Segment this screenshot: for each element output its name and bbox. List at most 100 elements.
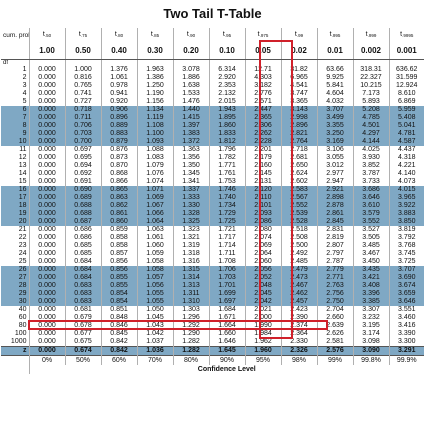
value-cell: 1.363 — [172, 146, 209, 154]
df-cell: 30 — [1, 298, 29, 306]
value-cell: 1.076 — [136, 170, 173, 178]
blank-cell — [100, 59, 137, 66]
t-level-subscript: .995 — [331, 33, 341, 38]
value-cell: 2.015 — [208, 98, 245, 106]
value-cell: 0.842 — [100, 338, 137, 347]
df-cell: 14 — [18, 170, 27, 177]
value-cell: 0.848 — [100, 314, 137, 322]
value-cell: 2.374 — [280, 322, 317, 330]
value-cell: 3.106 — [316, 146, 353, 154]
df-label: df — [3, 60, 9, 66]
value-cell: 1.943 — [208, 106, 245, 114]
confidence-cell: 60% — [100, 355, 137, 365]
value-cell: 3.552 — [352, 218, 389, 226]
value-cell: 3.300 — [388, 338, 424, 347]
value-cell: 2.056 — [244, 266, 281, 274]
value-cell: 0.000 — [28, 282, 65, 290]
value-cell: 3.850 — [388, 218, 424, 226]
value-cell: 3.385 — [352, 298, 389, 306]
value-cell: 3.365 — [280, 98, 317, 106]
value-cell: 2.861 — [316, 210, 353, 218]
table-row: 29 0.000 0.683 0.854 1.055 1.311 1.699 2.045 2.4… — [1, 290, 424, 298]
value-cell: 3.250 — [316, 130, 353, 138]
value-cell: 1.415 — [172, 114, 209, 122]
value-cell: 3.646 — [352, 194, 389, 202]
value-cell: 2.581 — [316, 338, 353, 347]
value-cell: 3.505 — [352, 234, 389, 242]
value-cell: 3.674 — [388, 282, 424, 290]
value-cell: 6.314 — [208, 66, 245, 74]
t-level-cell: t.75 — [64, 28, 101, 42]
df-cell: 21 — [18, 226, 27, 233]
value-cell: 63.66 — [316, 66, 353, 74]
t-level-subscript: .75 — [80, 33, 88, 38]
value-cell: 0.000 — [28, 330, 65, 338]
value-cell: 1.701 — [208, 282, 245, 290]
value-cell: 4.144 — [352, 138, 389, 146]
value-cell: 0.718 — [64, 106, 101, 114]
df-cell: 60 — [18, 314, 27, 321]
value-cell: 2.947 — [316, 178, 353, 186]
value-cell: 0.846 — [100, 322, 137, 330]
confidence-cell: 0% — [28, 355, 65, 365]
cum-prob-label: cum. prob — [3, 31, 29, 39]
t-level-subscript: .975 — [259, 33, 269, 38]
value-cell: 1.315 — [172, 266, 209, 274]
value-cell: 0.000 — [28, 298, 65, 306]
value-cell: 1.190 — [136, 90, 173, 98]
t-symbol: t — [114, 31, 117, 38]
value-cell: 318.31 — [352, 66, 389, 74]
df-label-row: df — [1, 59, 424, 66]
value-cell: 1.061 — [136, 234, 173, 242]
value-cell: 3.055 — [316, 154, 353, 162]
df-cell: 11 — [19, 146, 27, 153]
value-cell: 1.990 — [244, 322, 281, 330]
z-value-cell: 1.036 — [136, 346, 173, 356]
value-cell: 1.079 — [136, 162, 173, 170]
t-level-subscript: .80 — [116, 33, 124, 38]
value-cell: 0.703 — [64, 130, 101, 138]
value-cell: 0.685 — [64, 242, 101, 250]
value-cell: 3.195 — [352, 322, 389, 330]
value-cell: 1.697 — [208, 298, 245, 306]
value-cell: 3.965 — [388, 194, 424, 202]
value-cell: 0.858 — [100, 234, 137, 242]
blank-cell — [136, 59, 173, 66]
value-cell: 0.870 — [100, 162, 137, 170]
value-cell: 0.765 — [64, 82, 101, 90]
value-cell: 1.282 — [172, 338, 209, 347]
value-cell: 2.650 — [280, 162, 317, 170]
t-symbol: t — [222, 31, 225, 38]
value-cell: 1.000 — [64, 66, 101, 74]
value-cell: 2.998 — [280, 114, 317, 122]
t-level-cell: t.85 — [136, 28, 173, 42]
value-cell: 1.706 — [208, 266, 245, 274]
value-cell: 0.883 — [100, 130, 137, 138]
value-cell: 1.708 — [208, 258, 245, 266]
value-cell: 0.851 — [100, 306, 137, 314]
value-cell: 2.473 — [280, 274, 317, 282]
value-cell: 3.182 — [244, 82, 281, 90]
t-symbol: t — [400, 31, 403, 38]
value-cell: 2.896 — [280, 122, 317, 130]
confidence-cell: 99.8% — [352, 355, 389, 365]
value-cell: 1.060 — [136, 242, 173, 250]
df-cell: 1 — [22, 66, 27, 73]
value-cell: 3.307 — [352, 306, 389, 314]
value-cell: 2.750 — [316, 298, 353, 306]
table-row: 30 0.000 0.683 0.854 1.055 1.310 1.697 2.042 2.4… — [1, 298, 424, 306]
value-cell: 5.959 — [388, 106, 424, 114]
value-cell: 0.858 — [100, 242, 137, 250]
value-cell: 0.727 — [64, 98, 101, 106]
value-cell: 2.718 — [280, 146, 317, 154]
value-cell: 0.694 — [64, 162, 101, 170]
value-cell: 0.000 — [28, 314, 65, 322]
value-cell: 1.440 — [172, 106, 209, 114]
value-cell: 0.941 — [100, 90, 137, 98]
value-cell: 0.686 — [64, 226, 101, 234]
table-row: 18 0.000 0.688 0.862 1.067 1.330 1.734 2.101 2.5… — [1, 202, 424, 210]
value-cell: 2.447 — [244, 106, 281, 114]
value-cell: 3.819 — [388, 226, 424, 234]
value-cell: 1.319 — [172, 242, 209, 250]
value-cell: 0.000 — [28, 170, 65, 178]
